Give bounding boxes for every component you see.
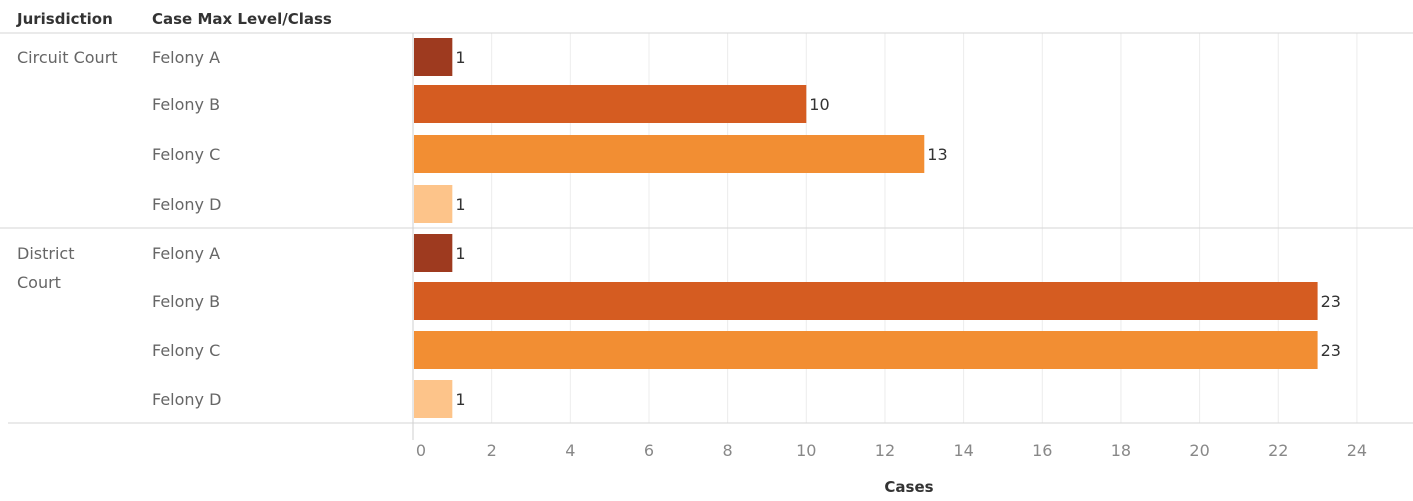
x-tick-label: 18 <box>1111 441 1131 460</box>
x-tick-label: 8 <box>723 441 733 460</box>
bar <box>414 185 453 223</box>
x-tick-label: 12 <box>875 441 895 460</box>
x-tick-label: 14 <box>953 441 973 460</box>
x-tick-label: 0 <box>416 441 426 460</box>
data-label: 1 <box>455 195 465 214</box>
category-labels: Felony A Felony B Felony C Felony D Felony A… <box>152 48 221 409</box>
x-axis-title: Cases <box>884 478 933 496</box>
category-label: Felony B <box>152 95 220 114</box>
x-tick-label: 10 <box>796 441 816 460</box>
x-tick-label: 2 <box>487 441 497 460</box>
category-label: Felony A <box>152 244 220 263</box>
category-label: Felony C <box>152 341 220 360</box>
bar <box>414 234 453 272</box>
category-label: Felony C <box>152 145 220 164</box>
data-label: 1 <box>455 390 465 409</box>
group-label: Court <box>17 273 61 292</box>
header-jurisdiction: Jurisdiction <box>16 10 113 28</box>
x-tick-label: 20 <box>1189 441 1209 460</box>
x-tick-label: 24 <box>1347 441 1367 460</box>
data-label: 23 <box>1321 341 1341 360</box>
group-label: District <box>17 244 74 263</box>
separator-layer <box>0 32 1413 440</box>
bar <box>414 331 1318 369</box>
data-label: 13 <box>927 145 947 164</box>
bar <box>414 380 453 418</box>
data-labels: 1 10 13 1 1 23 23 1 <box>455 48 1341 409</box>
bar <box>414 282 1318 320</box>
category-label: Felony B <box>152 292 220 311</box>
data-label: 1 <box>455 48 465 67</box>
bar <box>414 85 807 123</box>
data-label: 23 <box>1321 292 1341 311</box>
data-label: 1 <box>455 244 465 263</box>
category-label: Felony D <box>152 195 221 214</box>
category-label: Felony D <box>152 390 221 409</box>
x-tick-label: 16 <box>1032 441 1052 460</box>
category-label: Felony A <box>152 48 220 67</box>
group-label: Circuit Court <box>17 48 118 67</box>
x-ticks: 0 2 4 6 8 10 12 14 16 18 20 22 24 <box>416 441 1367 460</box>
bar <box>414 38 453 76</box>
bar <box>414 135 925 173</box>
x-tick-label: 4 <box>565 441 575 460</box>
bars <box>414 38 1318 418</box>
data-label: 10 <box>809 95 829 114</box>
header-case-class: Case Max Level/Class <box>152 10 332 28</box>
x-tick-label: 22 <box>1268 441 1288 460</box>
x-tick-label: 6 <box>644 441 654 460</box>
group-labels: Circuit Court District Court <box>17 48 118 292</box>
